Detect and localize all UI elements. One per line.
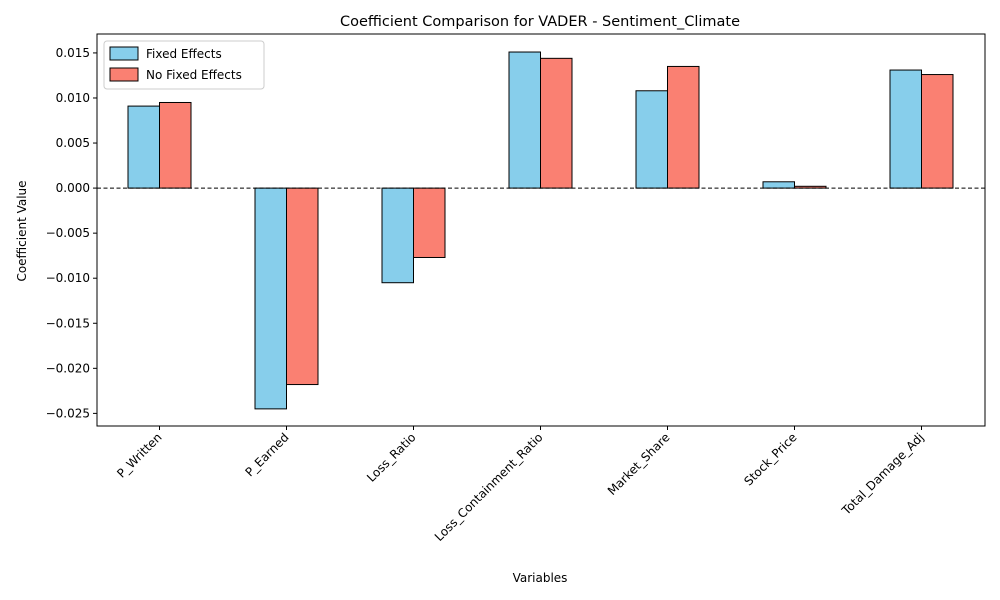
y-tick-label: 0.005 [56, 136, 90, 150]
legend-label-no-fixed-effects: No Fixed Effects [146, 68, 242, 82]
bar-fixed-effects-stock-price [762, 181, 795, 189]
legend: Fixed Effects No Fixed Effects [103, 40, 265, 90]
y-tick-label: −0.020 [46, 361, 90, 375]
legend-label-fixed-effects: Fixed Effects [146, 47, 222, 61]
x-axis-label: Variables [513, 571, 568, 585]
x-tick-label-p-earned: P_Earned [242, 430, 291, 479]
bar-fixed-effects-loss-containment-ratio [508, 51, 541, 189]
bar-no-fixed-effects-market-share [667, 65, 700, 189]
x-tick-label-loss-containment-ratio: Loss_Containment_Ratio [432, 430, 546, 544]
y-tick-label: −0.005 [46, 226, 90, 240]
bar-no-fixed-effects-p-written [159, 101, 192, 189]
legend-swatch-fixed-effects [109, 46, 139, 61]
x-tick-label-stock-price: Stock_Price [741, 430, 799, 488]
x-tick-label-market-share: Market_Share [605, 430, 673, 498]
y-tick-label: −0.025 [46, 406, 90, 420]
bar-no-fixed-effects-loss-containment-ratio [540, 57, 573, 189]
legend-box [103, 40, 265, 90]
x-tick-label-loss-ratio: Loss_Ratio [364, 430, 419, 485]
bar-fixed-effects-p-earned [254, 187, 287, 410]
bar-no-fixed-effects-p-earned [286, 187, 319, 386]
x-tick-label-total-damage-adj: Total_Damage_Adj [838, 430, 926, 518]
y-tick-label: 0.010 [56, 91, 90, 105]
bar-fixed-effects-market-share [635, 90, 668, 189]
bar-fixed-effects-total-damage-adj [889, 69, 922, 189]
x-tick-label-p-written: P_Written [114, 430, 164, 480]
chart-title: Coefficient Comparison for VADER - Senti… [340, 14, 740, 30]
y-axis-label: Coefficient Value [15, 180, 29, 281]
bar-no-fixed-effects-loss-ratio [413, 187, 446, 258]
bar-fixed-effects-loss-ratio [381, 187, 414, 284]
plot-area: −0.025 −0.020 −0.015 −0.010 −0.005 0.000 0.005… [46, 33, 986, 544]
bar-fixed-effects-p-written [127, 105, 160, 189]
y-tick-label: −0.015 [46, 316, 90, 330]
legend-swatch-no-fixed-effects [109, 67, 139, 82]
y-tick-label: −0.010 [46, 271, 90, 285]
bar-no-fixed-effects-stock-price [794, 185, 827, 189]
bar-no-fixed-effects-total-damage-adj [921, 74, 954, 189]
y-tick-label: 0.000 [56, 181, 90, 195]
y-tick-label: 0.015 [56, 46, 90, 60]
